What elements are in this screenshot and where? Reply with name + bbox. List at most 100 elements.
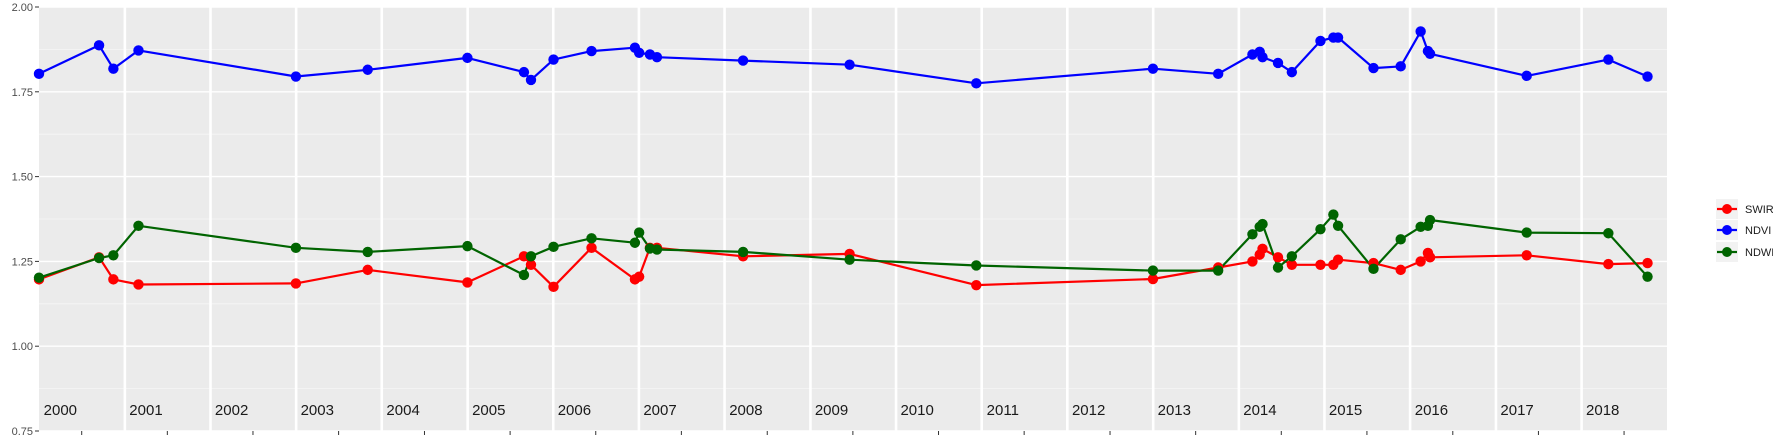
year-label: 2014 xyxy=(1243,402,1276,419)
data-point-ndvi xyxy=(737,55,749,66)
data-point-ndwi xyxy=(1247,229,1258,240)
data-point-ndwi xyxy=(108,250,119,261)
data-point-ndwi xyxy=(1212,265,1224,276)
data-point-ndwi xyxy=(633,227,645,238)
data-point-ndwi xyxy=(971,260,982,271)
data-point-ndwi xyxy=(737,246,749,258)
data-point-swir xyxy=(971,279,982,291)
data-point-ndwi xyxy=(93,252,105,264)
data-point-ndwi xyxy=(629,237,641,248)
data-point-ndvi xyxy=(290,71,302,82)
year-label: 2003 xyxy=(301,402,334,419)
data-point-ndwi xyxy=(290,242,302,254)
grid-lines xyxy=(39,6,1667,432)
y-tick-label: 1.50 xyxy=(12,172,33,184)
legend-key-point xyxy=(1722,204,1732,214)
data-point-ndvi xyxy=(1212,68,1224,80)
data-point-ndvi xyxy=(1368,62,1379,74)
year-label: 2010 xyxy=(900,402,933,419)
data-point-ndwi xyxy=(844,254,855,265)
data-point-ndwi xyxy=(462,240,473,252)
data-point-ndvi xyxy=(108,63,119,74)
data-point-ndvi xyxy=(33,68,45,80)
data-point-ndvi xyxy=(651,52,663,63)
data-point-swir xyxy=(1247,256,1258,267)
y-tick-label: 1.75 xyxy=(12,87,33,99)
data-point-ndvi xyxy=(1603,54,1614,65)
data-point-ndvi xyxy=(1257,52,1268,63)
data-point-swir xyxy=(1272,252,1284,263)
data-point-swir xyxy=(1415,256,1426,267)
legend-label-ndwi: NDWI xyxy=(1745,247,1773,259)
data-point-swir xyxy=(290,278,302,289)
data-point-ndwi xyxy=(1395,234,1406,245)
data-point-ndvi xyxy=(548,54,559,65)
y-tick-label: 0.75 xyxy=(12,426,33,438)
data-point-ndvi xyxy=(1521,70,1532,82)
data-point-ndvi xyxy=(586,45,597,57)
year-label: 2008 xyxy=(729,402,762,419)
year-label: 2009 xyxy=(815,402,848,419)
data-point-swir xyxy=(1424,252,1436,263)
data-point-ndwi xyxy=(651,244,663,255)
data-point-ndwi xyxy=(548,241,559,253)
y-axis: 0.75 1.00 1.25 1.50 1.75 2.00 xyxy=(12,2,1625,438)
data-point-ndvi xyxy=(844,59,855,70)
data-point-ndwi xyxy=(1642,271,1653,282)
legend-label-swir: SWIR xyxy=(1745,204,1773,216)
data-point-ndvi xyxy=(1315,35,1326,47)
data-point-ndwi xyxy=(1147,265,1159,276)
data-point-ndwi xyxy=(525,251,537,262)
data-point-ndwi xyxy=(518,269,530,281)
data-point-ndwi xyxy=(133,220,144,231)
data-point-swir xyxy=(1642,257,1653,269)
data-point-ndvi xyxy=(1147,63,1159,74)
data-point-ndvi xyxy=(518,66,530,78)
year-label: 2001 xyxy=(129,402,162,419)
year-label: 2016 xyxy=(1415,402,1448,419)
legend-key-point xyxy=(1722,247,1732,257)
data-point-ndwi xyxy=(1272,262,1284,273)
data-point-swir xyxy=(133,279,144,290)
data-point-ndwi xyxy=(1315,223,1326,235)
data-point-swir xyxy=(586,242,597,254)
data-point-swir xyxy=(1395,264,1406,276)
data-point-swir xyxy=(462,277,473,288)
data-point-swir xyxy=(1315,259,1326,270)
data-point-ndvi xyxy=(633,47,645,58)
data-point-ndwi xyxy=(1328,209,1339,220)
legend-key-point xyxy=(1722,225,1732,235)
data-point-swir xyxy=(633,271,645,282)
data-point-ndwi xyxy=(33,272,45,283)
data-point-ndvi xyxy=(1415,26,1426,37)
data-point-ndvi xyxy=(362,64,373,75)
year-label: 2004 xyxy=(386,402,419,419)
data-point-ndvi xyxy=(133,45,144,56)
data-point-ndwi xyxy=(586,233,597,244)
year-label: 2007 xyxy=(643,402,676,419)
data-point-ndwi xyxy=(1603,228,1614,239)
data-point-ndvi xyxy=(1286,66,1298,78)
data-point-ndwi xyxy=(1368,263,1379,275)
data-point-ndvi xyxy=(1424,48,1436,60)
legend-label-ndvi: NDVI xyxy=(1745,225,1771,237)
data-point-ndvi xyxy=(971,78,982,89)
year-label: 2006 xyxy=(558,402,591,419)
data-point-ndvi xyxy=(462,52,473,64)
data-point-swir xyxy=(548,281,559,293)
data-point-ndvi xyxy=(1395,61,1406,72)
year-label: 2002 xyxy=(215,402,248,419)
data-point-swir xyxy=(1257,243,1268,255)
year-label: 2012 xyxy=(1072,402,1105,419)
series-points xyxy=(33,26,1653,293)
data-point-swir xyxy=(1521,250,1532,261)
data-point-swir xyxy=(1147,273,1159,285)
year-label: 2005 xyxy=(472,402,505,419)
data-point-ndvi xyxy=(525,74,537,86)
data-point-ndwi xyxy=(362,246,373,258)
year-labels: 2000 2001 2002 2003 2004 2005 2006 2007 2008 2009… xyxy=(44,402,1620,419)
data-point-ndvi xyxy=(1332,32,1344,43)
year-label: 2000 xyxy=(44,402,77,419)
data-point-ndwi xyxy=(1332,220,1344,231)
